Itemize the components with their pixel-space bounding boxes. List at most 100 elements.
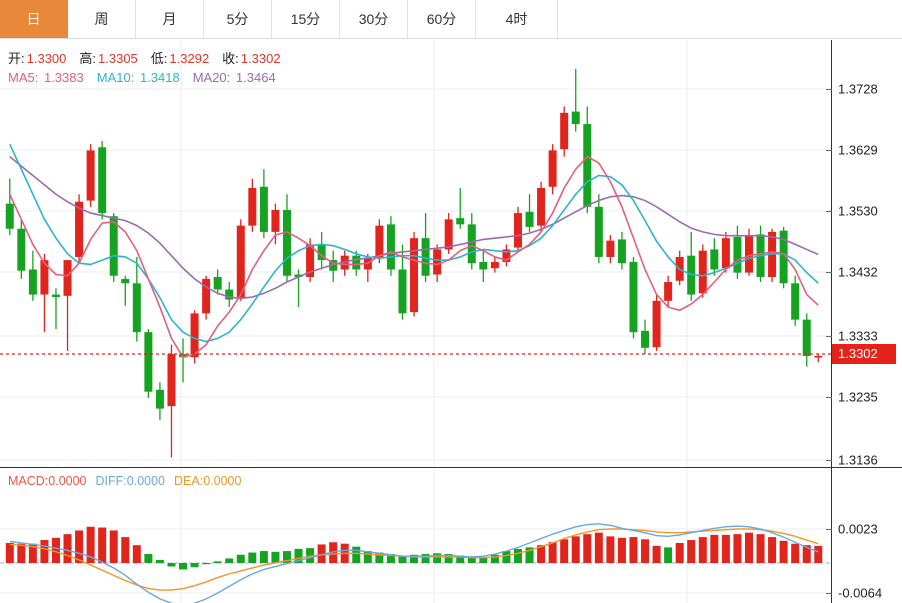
price-axis-tick <box>826 272 832 273</box>
candle-body <box>17 228 26 271</box>
candle-body <box>467 224 476 264</box>
macd-histogram-bar <box>814 545 823 563</box>
macd-value: 0.0000 <box>48 474 87 488</box>
candle-body <box>733 236 742 273</box>
candle-body <box>63 260 72 296</box>
candle-body <box>144 332 153 392</box>
macd-histogram-bar <box>791 543 800 563</box>
tab-label: 日 <box>26 11 41 27</box>
candle-body <box>490 261 499 269</box>
candle-body <box>664 282 673 301</box>
macd-histogram-bar <box>548 542 557 563</box>
macd-label: MACD: <box>8 474 49 488</box>
price-axis-label: 1.3432 <box>838 264 878 280</box>
tab-label: 月 <box>162 11 177 27</box>
tab-7[interactable]: 4时 <box>476 0 558 38</box>
candle-body <box>548 150 557 187</box>
candle-body <box>537 188 546 226</box>
macd-histogram-bar <box>155 559 164 563</box>
macd-histogram-bar <box>294 548 303 563</box>
candle-body <box>28 269 37 295</box>
candle-body <box>386 224 395 270</box>
candle-body <box>75 201 84 257</box>
macd-histogram-bar <box>352 546 361 563</box>
current-price-tag: 1.3302 <box>832 344 896 364</box>
candle-body <box>641 330 650 348</box>
macd-histogram-bar <box>75 530 84 563</box>
price-chart-svg <box>0 40 831 467</box>
high-label: 高: <box>79 51 97 66</box>
price-axis-tick <box>826 397 832 398</box>
candle-body <box>155 389 164 409</box>
ma20-value: 1.3464 <box>235 70 276 85</box>
macd-histogram-bar <box>271 551 280 563</box>
macd-histogram-bar <box>525 547 534 563</box>
candle-body <box>594 206 603 257</box>
candle-body <box>502 249 511 262</box>
macd-histogram-bar <box>779 540 788 563</box>
diff-line <box>9 523 819 603</box>
tab-4[interactable]: 15分 <box>272 0 340 38</box>
macd-histogram-bar <box>444 554 453 563</box>
macd-axis-label: -0.0064 <box>838 585 883 601</box>
tab-3[interactable]: 5分 <box>204 0 272 38</box>
tab-1[interactable]: 周 <box>68 0 136 38</box>
candle-body <box>410 238 419 313</box>
tab-label: 周 <box>94 11 109 27</box>
macd-histogram-bar <box>571 536 580 563</box>
low-value: 1.3292 <box>169 51 210 66</box>
candle-body <box>606 240 615 257</box>
macd-histogram-bar <box>641 539 650 563</box>
macd-chart-panel[interactable] <box>0 468 831 603</box>
macd-histogram-bar <box>86 526 95 563</box>
candle-body <box>282 209 291 276</box>
tab-6[interactable]: 60分 <box>408 0 476 38</box>
dea-value: 0.0000 <box>203 474 242 488</box>
price-axis-pane <box>832 40 902 603</box>
candle-body <box>5 203 14 229</box>
macd-histogram-bar <box>259 551 268 563</box>
candle-body <box>86 150 95 201</box>
candle-body <box>132 283 141 333</box>
tab-2[interactable]: 月 <box>136 0 204 38</box>
close-label: 收: <box>222 51 239 66</box>
macd-histogram-bar <box>98 527 107 563</box>
macd-histogram-bar <box>317 544 326 563</box>
open-label: 开: <box>8 51 25 66</box>
candle-body <box>652 300 661 348</box>
tab-5[interactable]: 30分 <box>340 0 408 38</box>
dea-line <box>9 528 819 591</box>
macd-histogram-bar <box>132 545 141 563</box>
macd-histogram-bar <box>386 554 395 563</box>
macd-histogram-bar <box>433 553 442 563</box>
candle-body <box>629 261 638 333</box>
candle-body <box>213 277 222 290</box>
candle-body <box>248 188 257 226</box>
timeframe-tabbar: 日 周 月 5分 15分 30分 60分 4时 <box>0 0 902 39</box>
macd-histogram-bar <box>560 539 569 563</box>
macd-histogram-bar <box>721 534 730 563</box>
candle-body <box>98 147 107 214</box>
candle-body <box>721 238 730 269</box>
price-axis-tick <box>826 89 832 90</box>
open-value: 1.3300 <box>26 51 67 66</box>
price-chart-panel[interactable] <box>0 40 831 467</box>
macd-histogram-bar <box>410 554 419 563</box>
macd-histogram-bar <box>225 558 234 563</box>
tab-label: 4时 <box>505 11 528 27</box>
macd-histogram-bar <box>40 540 49 563</box>
candle-body <box>375 225 384 259</box>
candle-body <box>433 249 442 275</box>
diff-label: DIFF: <box>95 474 127 488</box>
macd-histogram-bar <box>490 554 499 563</box>
tab-0[interactable]: 日 <box>0 0 68 38</box>
candle-body <box>398 269 407 314</box>
macd-histogram-bar <box>606 536 615 563</box>
macd-histogram-bar <box>363 551 372 563</box>
ohlc-info: 开: 1.3300 高: 1.3305 低: 1.3292 收: 1.3302 MA5: 1.… <box>8 48 283 85</box>
macd-histogram-bar <box>63 534 72 563</box>
candle-body <box>294 274 303 278</box>
tab-label: 30分 <box>358 11 389 27</box>
macd-histogram-bar <box>109 530 118 563</box>
candle-body <box>329 260 338 271</box>
